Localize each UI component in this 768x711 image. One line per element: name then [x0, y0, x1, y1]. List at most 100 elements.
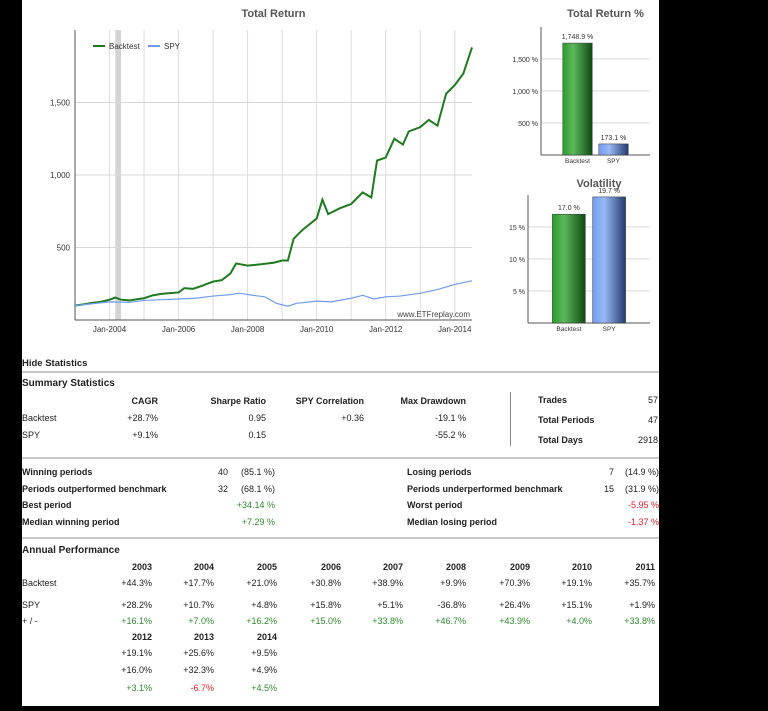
x-tick-label: Jan-2006	[162, 325, 196, 334]
period-label: Best period	[22, 500, 72, 510]
period-label: Periods outperformed benchmark	[22, 483, 167, 494]
annual-value: +4.8%	[251, 600, 277, 610]
side-stat-label: Total Days	[538, 435, 583, 445]
y-tick-label: 5 %	[513, 289, 525, 296]
side-stat-label: Total Periods	[538, 415, 595, 425]
bar-chart-title: Volatility	[576, 178, 622, 190]
bar-data-label: 19.7 %	[598, 188, 620, 195]
annual-value: +35.7%	[624, 578, 655, 588]
period-label: Losing periods	[407, 467, 472, 477]
annual-value: +19.1%	[561, 578, 592, 588]
annual-value: +4.0%	[566, 616, 592, 626]
legend-label: Backtest	[109, 42, 140, 51]
y-tick-label: 15 %	[509, 225, 525, 232]
x-tick-label: SPY	[603, 326, 617, 333]
annual-value: +4.5%	[251, 683, 277, 693]
x-tick-label: Jan-2008	[231, 325, 265, 334]
backtest-results-page: Total Return 500 1,000 1,500 Jan-2004 Jan-200…	[22, 0, 659, 706]
annual-value: +16.1%	[121, 616, 152, 626]
period-count: 7	[608, 467, 614, 477]
side-stat-value: 2918	[637, 435, 658, 445]
annual-value: +43.9%	[499, 616, 530, 626]
stat-value: -55.2 %	[434, 430, 466, 440]
annual-value: +1.9%	[629, 600, 655, 610]
year-header: 2005	[256, 562, 277, 572]
x-tick-label: Backtest	[565, 158, 590, 165]
bar-backtest	[562, 42, 593, 156]
bar-spy	[598, 143, 629, 156]
column-header: Max Drawdown	[400, 396, 466, 406]
period-value: (14.9 %)	[624, 467, 659, 477]
bar-backtest	[552, 213, 586, 324]
side-stat-value: 57	[647, 395, 658, 405]
year-header: 2006	[320, 562, 341, 572]
year-header: 2003	[131, 562, 152, 572]
column-header: Sharpe Ratio	[210, 396, 266, 406]
series-line-spy	[74, 280, 473, 307]
period-value: (68.1 %)	[240, 483, 275, 494]
stat-value: -19.1 %	[434, 413, 466, 423]
summary-statistics-title: Summary Statistics	[22, 378, 115, 389]
period-value: (31.9 %)	[624, 483, 659, 494]
column-header: CAGR	[131, 396, 159, 406]
period-count: 32	[217, 483, 228, 494]
hide-statistics-link[interactable]: Hide Statistics	[22, 358, 88, 369]
stat-value: +28.7%	[127, 413, 158, 423]
period-value: (85.1 %)	[240, 467, 275, 477]
bar-data-label: 1,748.9 %	[562, 34, 594, 41]
row-label: Backtest	[22, 578, 57, 588]
x-tick-label: Jan-2010	[300, 325, 334, 334]
divider	[22, 457, 659, 459]
annual-value: +32.3%	[183, 665, 214, 675]
x-tick-label: Jan-2014	[438, 325, 472, 334]
year-header: 2010	[571, 562, 592, 572]
bar-spy	[592, 196, 626, 324]
column-header: SPY Correlation	[295, 396, 364, 406]
y-tick-label: 1,000 %	[512, 89, 538, 96]
annual-value: +16.2%	[246, 616, 277, 626]
annual-value: +25.6%	[183, 648, 214, 658]
y-tick-label: 10 %	[509, 257, 525, 264]
y-tick-label: 500	[57, 244, 71, 253]
bar-chart-title: Total Return %	[567, 8, 644, 20]
annual-value: +17.7%	[183, 578, 214, 588]
period-value: +7.29 %	[241, 516, 275, 527]
stat-value: 0.15	[248, 430, 266, 440]
period-value: -5.95 %	[627, 500, 659, 510]
charts-area: Total Return 500 1,000 1,500 Jan-2004 Jan-200…	[50, 8, 650, 334]
y-tick-label: 1,000	[50, 171, 71, 180]
annual-value: +10.7%	[183, 600, 214, 610]
period-label: Worst period	[407, 500, 463, 510]
year-header: 2009	[509, 562, 530, 572]
annual-value: +44.3%	[121, 578, 152, 588]
row-label: SPY	[22, 600, 41, 610]
annual-performance-title: Annual Performance	[22, 545, 120, 556]
year-header: 2014	[256, 632, 277, 642]
stat-value: +0.36	[341, 413, 364, 423]
line-chart-title: Total Return	[242, 8, 306, 20]
period-label: Winning periods	[22, 467, 93, 477]
row-label: Backtest	[22, 413, 57, 423]
bar-data-label: 173.1 %	[601, 135, 627, 142]
row-label: SPY	[22, 430, 41, 440]
annual-value: +46.7%	[435, 616, 466, 626]
divider	[510, 392, 511, 446]
year-header: 2013	[193, 632, 214, 642]
row-label: + / -	[22, 616, 38, 626]
side-stat-value: 47	[647, 415, 658, 425]
annual-value: +15.8%	[310, 600, 341, 610]
period-label: Median losing period	[407, 516, 498, 527]
annual-value: +19.1%	[121, 648, 152, 658]
y-tick-label: 1,500 %	[512, 57, 538, 64]
y-tick-label: 500 %	[518, 121, 538, 128]
watermark: www.ETFreplay.com	[396, 310, 470, 319]
side-stat-label: Trades	[538, 395, 568, 405]
divider	[22, 537, 659, 539]
annual-value: +26.4%	[499, 600, 530, 610]
x-tick-label: Backtest	[556, 326, 581, 333]
annual-value: +38.9%	[372, 578, 403, 588]
period-count: 15	[603, 483, 614, 494]
annual-value: +9.9%	[440, 578, 466, 588]
annual-value: +21.0%	[246, 578, 277, 588]
annual-value: +15.0%	[310, 616, 341, 626]
